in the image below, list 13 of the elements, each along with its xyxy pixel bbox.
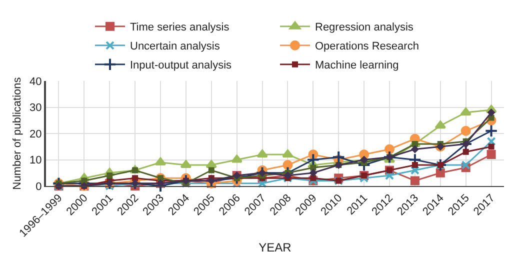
y-tick-label: 0 <box>36 180 42 193</box>
y-tick-label: 10 <box>30 154 42 167</box>
legend-label: Machine learning <box>315 60 399 72</box>
legend-label: Operations Research <box>315 40 419 53</box>
x-axis-title: YEAR <box>258 240 292 255</box>
y-tick-label: 30 <box>30 102 42 114</box>
legend-label: Time series analysis <box>130 22 230 34</box>
y-tick-label: 40 <box>30 76 42 88</box>
legend-label: Regression analysis <box>315 22 414 34</box>
y-tick-label: 20 <box>30 128 42 140</box>
legend-label: Input-output analysis <box>130 60 232 72</box>
y-axis-title: Number of publications <box>12 76 24 190</box>
legend-label: Uncertain analysis <box>130 40 220 53</box>
